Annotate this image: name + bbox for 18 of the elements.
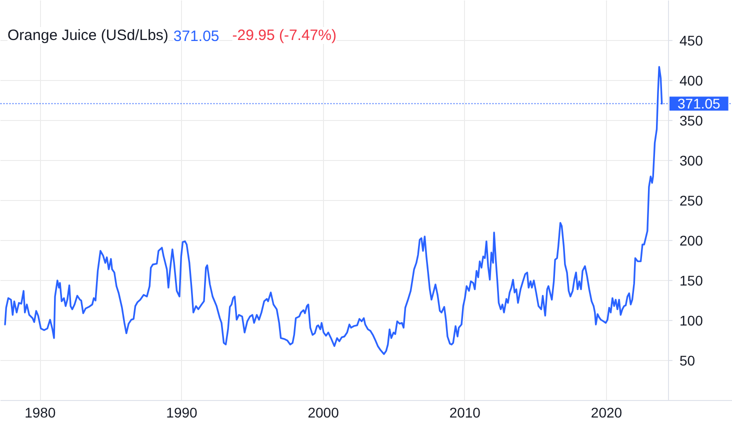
x-tick-label: 2000 bbox=[308, 404, 340, 420]
annotation: -29.95 (-7.47%) bbox=[232, 27, 336, 44]
x-tick-label: 2020 bbox=[590, 404, 622, 420]
y-tick-label: 450 bbox=[680, 32, 704, 48]
text: Orange Juice (USd/Lbs) bbox=[8, 27, 168, 44]
ref-line-label: 371.05 bbox=[678, 96, 721, 112]
y-tick-label: 300 bbox=[680, 152, 704, 168]
y-tick-label: 250 bbox=[680, 192, 704, 208]
y-tick-label: 350 bbox=[680, 112, 704, 128]
y-tick-label: 100 bbox=[680, 312, 704, 328]
x-tick-label: 1980 bbox=[24, 404, 56, 420]
y-tick-label: 150 bbox=[680, 272, 704, 288]
x-tick-label: 1990 bbox=[166, 404, 198, 420]
y-tick-label: 200 bbox=[680, 232, 704, 248]
y-tick-label: 50 bbox=[680, 352, 696, 368]
x-tick-label: 2010 bbox=[449, 404, 481, 420]
annotation: 371.05 bbox=[173, 28, 220, 45]
y-tick-label: 400 bbox=[680, 72, 704, 88]
